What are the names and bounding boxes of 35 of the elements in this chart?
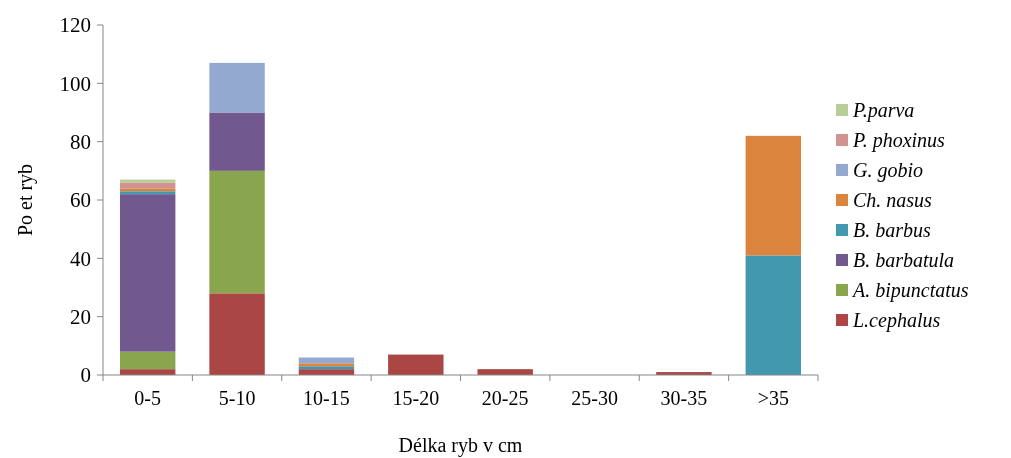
y-axis-title: Po et ryb: [14, 163, 37, 237]
bar: [745, 255, 802, 375]
bar: [209, 293, 265, 375]
x-axis-title: Délka ryb v cm: [398, 434, 523, 457]
x-tick-label: >35: [757, 387, 789, 409]
y-tick-label: 60: [70, 188, 91, 213]
x-tick-label: 5-10: [218, 387, 256, 409]
x-tick-label: 15-20: [392, 387, 440, 409]
bar: [388, 354, 444, 375]
legend-label: B. barbus: [853, 219, 931, 241]
x-tick-label: 20-25: [481, 387, 529, 409]
bar: [209, 62, 265, 113]
legend-label: Ch. nasus: [853, 189, 933, 211]
legend-label: G. gobio: [853, 159, 923, 182]
x-tick-label: 0-5: [134, 387, 162, 409]
legend-label: P. phoxinus: [852, 129, 946, 152]
bar: [119, 179, 176, 183]
bar: [209, 112, 265, 171]
x-tick-label: 10-15: [303, 387, 350, 409]
y-tick-label: 120: [59, 13, 91, 38]
legend-label: L.cephalus: [852, 309, 941, 332]
bar: [119, 351, 176, 370]
bar: [209, 170, 265, 294]
legend-label: A. bipunctatus: [851, 279, 969, 302]
y-tick-label: 100: [59, 71, 91, 96]
bar: [745, 135, 802, 256]
y-tick-label: 80: [70, 130, 91, 155]
x-tick-label: 25-30: [571, 387, 618, 409]
legend-label: B. barbatula: [853, 249, 955, 271]
y-tick-label: 0: [80, 363, 91, 388]
y-tick-label: 20: [70, 305, 91, 330]
legend-label: P.parva: [852, 99, 915, 122]
bar: [119, 194, 176, 352]
x-tick-label: 30-35: [660, 387, 708, 409]
y-tick-label: 40: [70, 246, 91, 271]
